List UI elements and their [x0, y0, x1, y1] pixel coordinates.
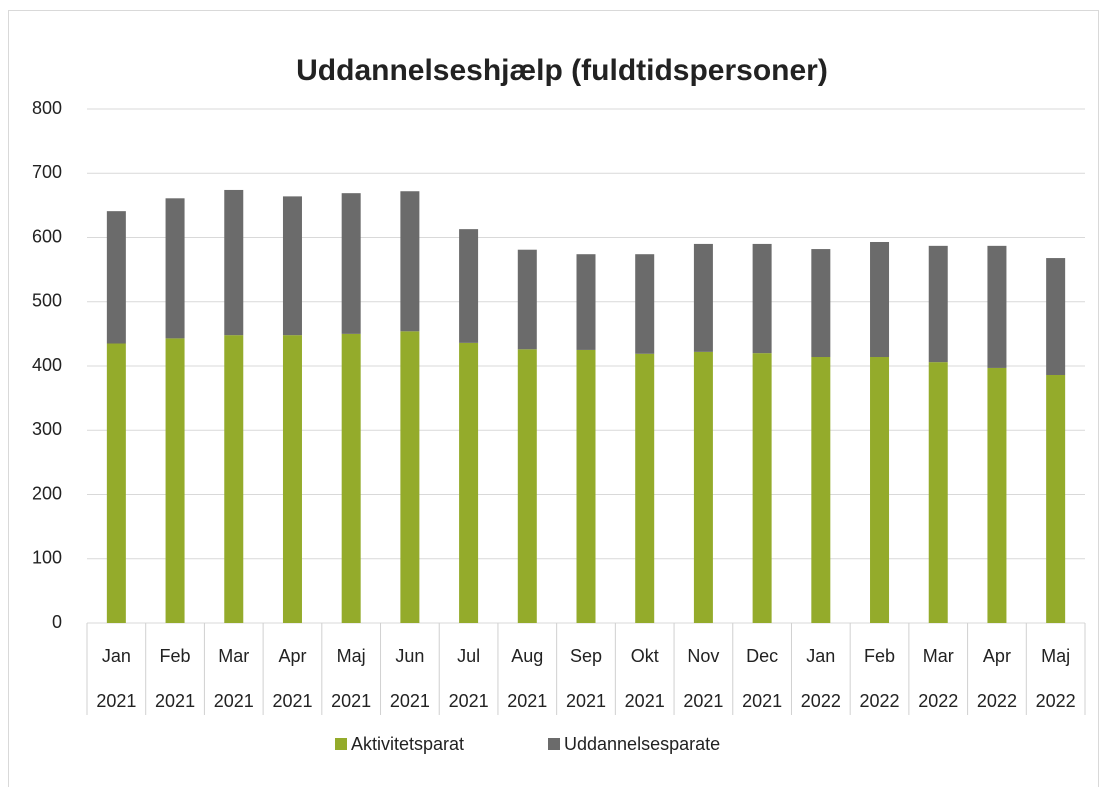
chart-title: Uddannelseshjælp (fuldtidspersoner) [296, 54, 828, 87]
x-tick-label: Sep [570, 646, 602, 666]
y-tick-label: 500 [32, 291, 62, 311]
bar-segment [1046, 374, 1066, 623]
x-tick-label: Maj [337, 646, 366, 666]
bar-segment [1046, 258, 1066, 375]
y-tick-label: 200 [32, 483, 62, 503]
bar-segment [693, 351, 713, 623]
bar-segment [811, 357, 831, 623]
x-tick-label: Dec [746, 646, 778, 666]
bar-segment [517, 349, 537, 623]
x-tick-label: Okt [631, 646, 659, 666]
x-tick-label: Apr [983, 646, 1011, 666]
bar-segment [517, 249, 537, 350]
x-group-label: 2021 [331, 691, 371, 711]
x-group-label: 2022 [977, 691, 1017, 711]
y-tick-label: 0 [52, 612, 62, 632]
x-tick-label: Apr [278, 646, 306, 666]
x-tick-label: Nov [687, 646, 719, 666]
bar-segment [811, 249, 831, 358]
bar-segment [400, 331, 420, 623]
bar-segment [635, 353, 655, 623]
x-group-label: 2021 [507, 691, 547, 711]
bar-segment [400, 191, 420, 332]
bar-segment [341, 333, 361, 623]
x-tick-label: Mar [218, 646, 249, 666]
bar-segment [928, 245, 948, 363]
bar-segment [928, 362, 948, 623]
bar-segment [282, 335, 302, 623]
bar-segment [459, 229, 479, 343]
x-group-label: 2022 [918, 691, 958, 711]
x-tick-label: Feb [864, 646, 895, 666]
x-group-label: 2021 [390, 691, 430, 711]
bar-segment [106, 343, 126, 623]
bar-segment [752, 243, 772, 354]
x-tick-label: Jul [457, 646, 480, 666]
bar-segment [106, 211, 126, 344]
y-tick-label: 100 [32, 548, 62, 568]
x-group-label: 2021 [96, 691, 136, 711]
x-group-label: 2021 [449, 691, 489, 711]
x-group-label: 2021 [272, 691, 312, 711]
legend-swatch [335, 738, 347, 750]
y-tick-label: 600 [32, 226, 62, 246]
x-tick-label: Jan [806, 646, 835, 666]
x-group-label: 2022 [860, 691, 900, 711]
legend-swatch [548, 738, 560, 750]
bar-segment [165, 338, 185, 623]
y-tick-label: 800 [32, 98, 62, 118]
y-tick-label: 700 [32, 162, 62, 182]
x-tick-label: Aug [511, 646, 543, 666]
x-group-label: 2021 [214, 691, 254, 711]
x-group-label: 2022 [801, 691, 841, 711]
legend-label: Aktivitetsparat [351, 734, 464, 754]
bar-segment [282, 196, 302, 336]
bar-segment [635, 254, 655, 354]
y-tick-label: 400 [32, 355, 62, 375]
x-tick-label: Jun [395, 646, 424, 666]
bar-segment [693, 243, 713, 352]
x-tick-label: Feb [160, 646, 191, 666]
bar-segment [341, 193, 361, 334]
bar-segment [987, 245, 1007, 368]
x-tick-label: Mar [923, 646, 954, 666]
legend-label: Uddannelsesparate [564, 734, 720, 754]
x-group-label: 2021 [566, 691, 606, 711]
x-group-label: 2021 [155, 691, 195, 711]
bar-segment [576, 349, 596, 623]
bar-segment [752, 353, 772, 623]
x-group-label: 2021 [742, 691, 782, 711]
bar-segment [870, 241, 890, 358]
bar-segment [459, 342, 479, 623]
bar-segment [576, 254, 596, 350]
x-tick-label: Jan [102, 646, 131, 666]
y-tick-label: 300 [32, 419, 62, 439]
bar-segment [987, 367, 1007, 623]
x-group-label: 2022 [1036, 691, 1076, 711]
bar-segment [224, 189, 244, 336]
x-tick-label: Maj [1041, 646, 1070, 666]
chart-border [8, 10, 1099, 787]
bar-segment [165, 198, 185, 339]
x-group-label: 2021 [683, 691, 723, 711]
bar-segment [870, 357, 890, 623]
x-group-label: 2021 [625, 691, 665, 711]
bar-segment [224, 335, 244, 623]
